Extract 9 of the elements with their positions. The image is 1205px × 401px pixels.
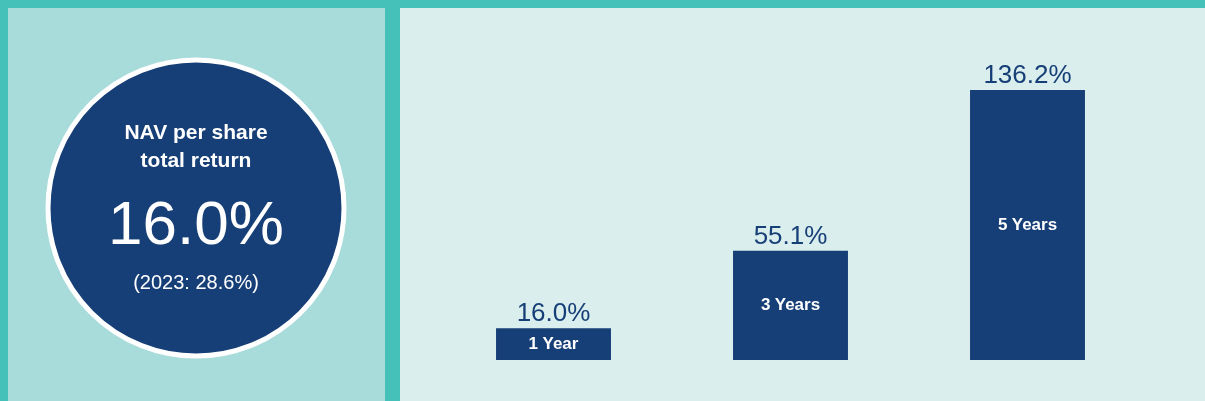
data-label: 136.2% [983,59,1072,89]
text: NAV per share total return [124,120,268,171]
x-tick-label: 3 Years [760,295,821,315]
text: (2023: 28.6%) [133,271,259,293]
x-tick-label: 5 Years [997,215,1058,234]
text: 16.0% [108,188,284,257]
data-label: 16.0% [516,297,591,328]
data-label: 55.1% [753,219,828,250]
x-tick-label: 1 Year [528,334,579,354]
